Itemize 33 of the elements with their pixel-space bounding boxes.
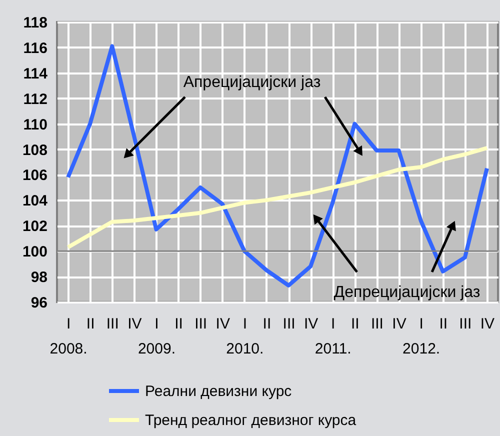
x-tick-label: III	[106, 316, 119, 332]
x-tick-label: IV	[128, 316, 142, 332]
y-tick-label: 116	[23, 40, 48, 57]
y-tick-label: 110	[23, 116, 48, 134]
x-tick-label: IV	[216, 316, 230, 332]
x-tick-label: II	[86, 316, 95, 332]
x-tick-label: IV	[304, 316, 318, 332]
y-tick-label: 100	[22, 244, 48, 261]
x-tick-label: IV	[480, 316, 495, 332]
y-tick-label: 96	[30, 294, 48, 312]
x-tick-label: III	[282, 316, 296, 332]
y-tick-label: 112	[23, 90, 48, 108]
x-tick-label: I 2008.	[50, 316, 88, 358]
annotation: Апрецијацијски јаз	[183, 74, 321, 91]
x-tick-label: II	[262, 316, 272, 332]
y-tick-label: 104	[22, 192, 48, 210]
x-tick-label: II	[174, 316, 183, 332]
x-tick-label: II	[439, 316, 448, 332]
x-tick-label: IV	[392, 316, 406, 332]
x-tick-label: III	[459, 316, 472, 332]
y-tick-label: 108	[22, 142, 48, 159]
line-series	[66, 146, 489, 250]
annotation: Депрецијацијски јаз	[334, 284, 480, 301]
x-tick-label: III	[194, 316, 208, 332]
legend-label: Тренд реалног девизног курса	[145, 412, 357, 429]
legend-label: Реални девизни курс	[145, 383, 292, 400]
y-tick-label: 114	[23, 65, 48, 82]
x-tick-label: III	[370, 316, 384, 332]
y-tick-label: 102	[22, 218, 48, 236]
y-tick-label: 98	[30, 269, 48, 286]
x-tick-label: II	[351, 316, 360, 332]
y-tick-label: 118	[23, 14, 48, 32]
y-tick-label: 106	[22, 167, 48, 184]
